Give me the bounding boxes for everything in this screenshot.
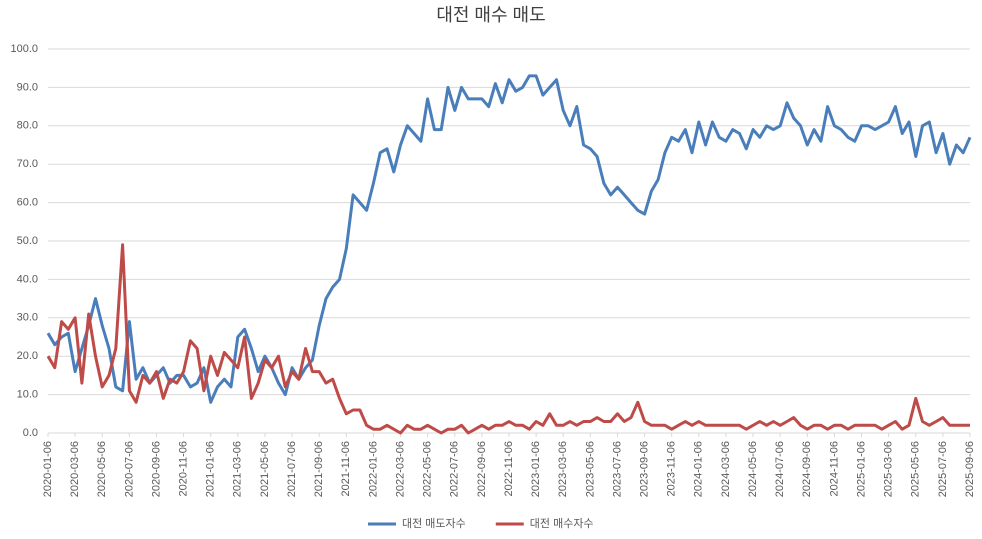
x-tick-label: 2025-01-06 — [855, 441, 867, 497]
x-tick-label: 2020-01-06 — [42, 441, 54, 497]
y-tick-label: 100.0 — [10, 43, 38, 55]
x-tick-label: 2023-05-06 — [584, 441, 596, 497]
x-tick-label: 2021-09-06 — [313, 441, 325, 497]
x-tick-label: 2024-05-06 — [747, 441, 759, 497]
x-tick-label: 2020-05-06 — [96, 441, 108, 497]
x-tick-label: 2020-07-06 — [123, 441, 135, 497]
x-tick-label: 2023-11-06 — [666, 441, 678, 496]
y-tick-label: 20.0 — [17, 350, 38, 362]
x-tick-label: 2021-03-06 — [232, 441, 244, 497]
y-tick-label: 30.0 — [17, 312, 38, 324]
x-tick-label: 2024-01-06 — [693, 441, 705, 497]
chart-title: 대전 매수 매도 — [436, 5, 545, 25]
x-tick-label: 2023-01-06 — [530, 441, 542, 497]
x-tick-label: 2023-03-06 — [557, 441, 569, 497]
y-tick-label: 40.0 — [17, 273, 38, 285]
y-tick-label: 60.0 — [17, 197, 38, 209]
x-tick-label: 2025-03-06 — [883, 441, 895, 497]
y-tick-label: 10.0 — [17, 389, 38, 401]
x-tick-label: 2024-07-06 — [774, 441, 786, 497]
y-tick-label: 70.0 — [17, 158, 38, 170]
y-tick-label: 90.0 — [17, 81, 38, 93]
x-tick-label: 2024-09-06 — [801, 441, 813, 497]
x-tick-label: 2021-07-06 — [286, 441, 298, 497]
x-tick-label: 2022-07-06 — [449, 441, 461, 497]
x-tick-label: 2022-03-06 — [394, 441, 406, 497]
legend-label: 대전 매도자수 — [402, 517, 466, 530]
x-tick-label: 2025-09-06 — [964, 441, 976, 497]
x-tick-label: 2022-05-06 — [422, 441, 434, 497]
x-tick-label: 2023-09-06 — [638, 441, 650, 497]
y-tick-label: 80.0 — [17, 120, 38, 132]
x-tick-label: 2021-01-06 — [205, 441, 217, 497]
x-tick-label: 2020-03-06 — [69, 441, 81, 497]
series-line — [46, 243, 970, 435]
x-tick-label: 2024-11-06 — [828, 441, 840, 496]
x-tick-label: 2023-07-06 — [611, 441, 623, 497]
y-tick-label: 0.0 — [23, 427, 38, 439]
x-tick-label: 2025-05-06 — [910, 441, 922, 497]
x-tick-label: 2020-09-06 — [150, 441, 162, 497]
x-tick-label: 2020-11-06 — [177, 441, 189, 496]
legend-label: 대전 매수자수 — [530, 517, 594, 530]
x-tick-label: 2022-11-06 — [503, 441, 515, 496]
y-tick-label: 50.0 — [17, 235, 38, 247]
x-tick-label: 2022-01-06 — [367, 441, 379, 497]
x-tick-label: 2021-05-06 — [259, 441, 271, 497]
x-tick-label: 2021-11-06 — [340, 441, 352, 496]
x-tick-label: 2022-09-06 — [476, 441, 488, 497]
x-tick-label: 2025-07-06 — [937, 441, 949, 497]
x-tick-label: 2024-03-06 — [720, 441, 732, 497]
